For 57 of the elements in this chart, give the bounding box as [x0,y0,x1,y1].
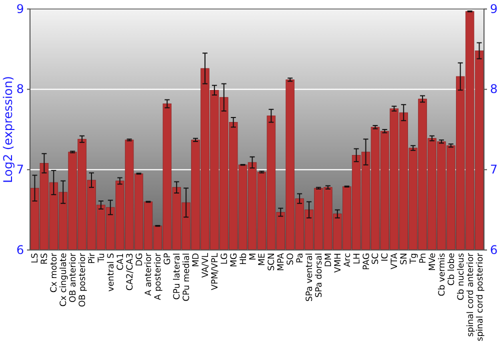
x-tick-label: Tu [96,253,107,264]
x-tick-label: DG [134,253,145,266]
x-tick-label: SC [371,253,382,264]
x-tick-label: LG [220,253,230,264]
x-tick-label: LH [352,253,362,264]
x-tick-label: Cb vermis [437,252,448,296]
x-tick-label: GP [163,253,174,265]
y2-tick-label: 6 [490,242,498,257]
x-tick-label: spinal cord anterior [466,252,476,337]
x-tick-label: VPM/VPL [210,252,220,290]
x-tick-label: Pir [87,252,98,264]
y-tick-label: 7 [16,162,24,177]
x-tick-label: Cb lobe [446,253,457,286]
y2-tick-label: 7 [490,162,498,177]
x-tick-label: A posterior [154,252,164,300]
x-tick-label: RS [40,253,50,264]
x-tick-label: Cx motor [50,252,60,293]
x-tick-label: VMH [333,253,344,273]
y-tick-label: 9 [16,2,24,16]
x-tick-label: MVe [428,253,438,271]
x-tick-label: CPu medial [182,253,192,302]
x-tick-label: LS [30,253,41,264]
x-tick-label: CPu lateral [172,253,183,300]
x-tick-label: spinal cord posterior [475,252,486,342]
x-tick-label: IC [380,253,391,262]
x-tick-label: MG [229,253,240,268]
x-tick-label: OB anterior [68,252,79,302]
x-tick-label: SPa dorsal [314,253,324,298]
y2-tick-label: 9 [490,2,498,16]
x-tick-label: SCN [267,253,278,271]
x-tick-label: Tg [409,253,420,265]
x-tick-label: MPA [276,252,287,271]
x-tick-label: PAG [362,253,372,270]
x-tick-label: Pa [296,253,306,264]
x-tick-label: Cb nucleus [456,252,466,300]
x-tick-label: VTA [390,252,400,270]
x-tick-label: DM [324,253,334,268]
y-tick-label: 8 [16,82,24,96]
x-tick-label: Cx cingulate [59,253,70,307]
y2-tick-label: 8 [490,82,498,96]
x-tick-label: ME [258,253,268,266]
x-tick-label: SPa ventral [305,253,316,302]
x-tick-label: Pn [418,253,429,264]
y-tick-label: 6 [16,242,24,257]
x-tick-label: M [248,253,258,260]
x-tick-label: MD [192,252,202,268]
x-tick-label: CA1 [116,253,126,270]
x-tick-label: CA2/CA3 [125,253,136,291]
x-tick-label: A anterior [144,252,154,296]
x-tick-label: ventral S [106,253,116,292]
x-tick-label: SO [286,252,296,266]
x-tick-label: OB posterior [78,252,88,307]
x-tick-label: Hb [238,253,249,265]
x-tick-label: VA/VL [200,252,211,278]
x-tick-label: Arc [342,252,353,267]
y-axis-title: Log2 (expression) [1,76,15,183]
x-tick-label: SN [400,253,410,265]
